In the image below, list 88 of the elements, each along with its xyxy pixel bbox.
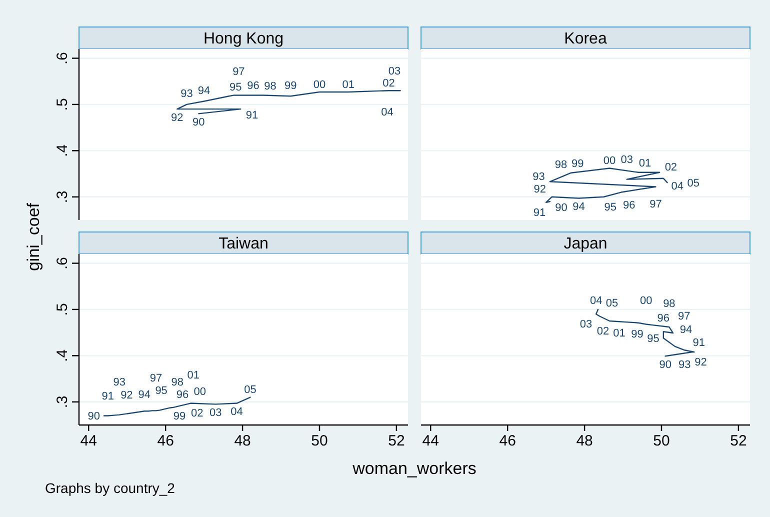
annotation: 90 bbox=[555, 202, 568, 214]
annotation: 91 bbox=[692, 337, 705, 350]
x-tick-label: 46 bbox=[499, 432, 516, 450]
annotation: 99 bbox=[173, 410, 186, 423]
annotation: 91 bbox=[102, 390, 114, 403]
x-tick-label: 48 bbox=[576, 432, 593, 450]
y-axis-title: gini_coef bbox=[24, 202, 43, 272]
annotation: 92 bbox=[171, 112, 184, 124]
annotation: 01 bbox=[187, 369, 200, 382]
annotation: 04 bbox=[590, 294, 602, 307]
annotation: 01 bbox=[342, 78, 354, 91]
annotation: 00 bbox=[313, 78, 326, 91]
text: Graphs by country_2 bbox=[45, 480, 176, 496]
annotation: 02 bbox=[191, 408, 204, 420]
annotation: 94 bbox=[138, 388, 151, 401]
annotation: 93 bbox=[678, 359, 691, 372]
annotation: 98 bbox=[663, 298, 676, 310]
annotation: 97 bbox=[678, 310, 690, 322]
x-tick-label: 46 bbox=[157, 432, 174, 450]
annotation: 97 bbox=[150, 372, 162, 384]
annotation: 96 bbox=[247, 80, 260, 92]
annotation: 98 bbox=[264, 80, 276, 92]
annotation: 95 bbox=[604, 201, 616, 214]
annotation: 01 bbox=[638, 158, 652, 170]
annotation: 92 bbox=[120, 389, 133, 402]
annotation: 95 bbox=[230, 81, 242, 94]
annotation: 05 bbox=[687, 177, 700, 190]
chart-title: Hong Kong bbox=[203, 30, 284, 48]
y-tick-label: .3 bbox=[54, 190, 71, 204]
annotation: 99 bbox=[631, 328, 644, 341]
x-tick-label: 50 bbox=[311, 432, 328, 450]
annotation: 00 bbox=[640, 295, 652, 308]
y-tick-label: .4 bbox=[54, 349, 71, 362]
annotation: 96 bbox=[176, 388, 189, 401]
annotation: 93 bbox=[180, 88, 193, 100]
annotation: 90 bbox=[659, 359, 672, 372]
annotation: 02 bbox=[382, 77, 395, 90]
annotation: 05 bbox=[606, 297, 618, 310]
chart-title: Japan bbox=[564, 236, 608, 253]
annotation: 04 bbox=[230, 406, 243, 418]
x-tick-label: 44 bbox=[422, 432, 439, 450]
annotation: 94 bbox=[680, 324, 692, 336]
annotation: 97 bbox=[232, 66, 245, 78]
annotation: 92 bbox=[534, 183, 546, 196]
annotation: 90 bbox=[88, 410, 100, 423]
annotation: 95 bbox=[647, 332, 660, 345]
annotation: 04 bbox=[671, 180, 684, 192]
annotation: 93 bbox=[113, 376, 126, 389]
y-tick-label: .3 bbox=[54, 396, 71, 408]
x-axis-title: woman_workers bbox=[352, 458, 476, 478]
annotation: 94 bbox=[198, 85, 210, 98]
annotation: 03 bbox=[388, 65, 401, 78]
annotation: 02 bbox=[664, 162, 678, 174]
annotation: 97 bbox=[650, 198, 662, 211]
annotation: 04 bbox=[381, 106, 394, 118]
annotation: 93 bbox=[532, 170, 545, 183]
y-tick-label: .4 bbox=[54, 144, 71, 157]
x-tick-label: 44 bbox=[80, 432, 97, 450]
annotation: 92 bbox=[694, 356, 707, 368]
annotation: 94 bbox=[572, 201, 585, 214]
annotation: 00 bbox=[603, 155, 616, 168]
annotation: 99 bbox=[572, 158, 584, 170]
annotation: 98 bbox=[554, 159, 568, 172]
annotation: 05 bbox=[244, 384, 256, 396]
y-tick-label: .5 bbox=[54, 98, 71, 111]
annotation: 03 bbox=[620, 154, 633, 166]
chart-title: Korea bbox=[564, 30, 607, 48]
annotation: 01 bbox=[613, 328, 626, 340]
annotation: 96 bbox=[657, 312, 670, 324]
annotation: 03 bbox=[209, 407, 222, 420]
annotation: 95 bbox=[155, 385, 168, 398]
annotation: 98 bbox=[171, 376, 184, 388]
y-tick-label: .6 bbox=[54, 52, 71, 64]
x-tick-label: 52 bbox=[730, 432, 747, 450]
annotation: 90 bbox=[192, 116, 205, 129]
x-tick-label: 50 bbox=[653, 432, 670, 450]
annotation: 96 bbox=[623, 199, 636, 212]
annotation: 03 bbox=[580, 318, 592, 330]
x-tick-label: 52 bbox=[388, 432, 405, 450]
chart-title: Taiwan bbox=[218, 236, 268, 253]
annotation: 99 bbox=[284, 80, 297, 92]
annotation: 02 bbox=[596, 325, 610, 338]
x-tick-label: 48 bbox=[234, 432, 251, 450]
y-tick-label: .5 bbox=[54, 303, 71, 316]
annotation: 91 bbox=[533, 206, 546, 219]
annotation: 00 bbox=[194, 386, 206, 398]
annotation: 91 bbox=[246, 109, 258, 122]
y-tick-label: .6 bbox=[54, 256, 71, 270]
